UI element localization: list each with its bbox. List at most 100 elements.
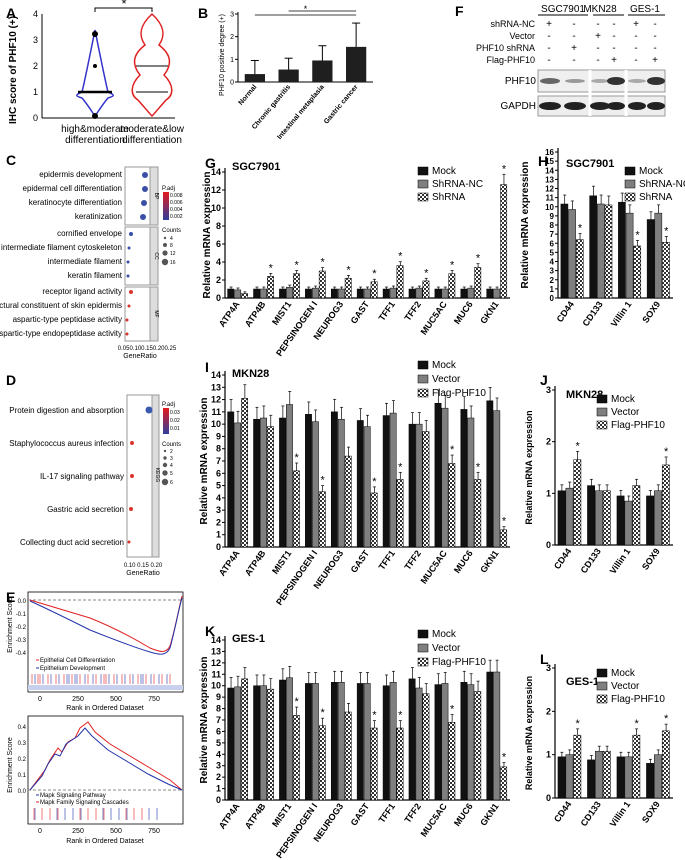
bar	[632, 485, 641, 546]
significance-star: *	[476, 253, 481, 265]
bar	[267, 426, 274, 548]
legend-swatch	[417, 374, 429, 384]
y-axis-label: Relative mRNA expression	[202, 172, 213, 299]
bar	[500, 529, 508, 548]
gsea-ylabel: Enrichment Score	[7, 597, 14, 653]
counts-tick: 12	[170, 251, 176, 257]
sig-star: *	[304, 4, 308, 14]
y-axis-label: Relative mRNA expression	[520, 162, 531, 289]
significance-star: *	[450, 259, 455, 271]
bar	[408, 423, 416, 548]
bar	[389, 412, 397, 548]
legend-swatch	[624, 166, 636, 176]
bar	[330, 682, 338, 801]
panel-letter: G	[205, 155, 216, 171]
y-tick-label: 4	[216, 493, 221, 503]
y-tick-label: 0	[230, 80, 234, 87]
kegg-term: Collecting duct acid secretion	[20, 538, 124, 547]
y-tick-label: 5	[550, 248, 555, 257]
gsea-ytick: -0.3	[16, 638, 27, 644]
bar	[260, 685, 267, 801]
y-tick-label: 2	[546, 437, 551, 447]
panel-a-ylabel: IHC score of PHF10 (+)	[8, 16, 19, 124]
gsea-xtick: 750	[148, 696, 160, 703]
y-tick-label: 4	[216, 257, 221, 267]
bar	[557, 490, 566, 546]
panel-a-ytick: 2	[33, 61, 38, 71]
bar	[415, 423, 423, 548]
gsea-curve-red	[29, 721, 183, 791]
y-tick-label: 11	[211, 669, 221, 679]
violin-blue	[76, 29, 114, 118]
gsea-xtick: 500	[110, 696, 122, 703]
gsea-ytick: 0.0	[18, 599, 27, 605]
bar	[646, 495, 654, 546]
legend-swatch	[596, 407, 608, 417]
bar	[661, 464, 670, 546]
bar	[448, 722, 456, 801]
category-label: MUC5AC	[419, 801, 450, 839]
bar	[356, 420, 364, 548]
sign-cell: +	[652, 55, 658, 66]
bar	[311, 287, 319, 299]
category-label: MUC5AC	[419, 548, 450, 586]
legend-swatch	[417, 643, 429, 653]
kegg-term: Staphylococcus aureus infection	[9, 439, 124, 448]
sign-cell: +	[611, 55, 617, 66]
y-tick-label: 2	[216, 275, 221, 285]
sign-cell: -	[612, 43, 615, 54]
legend-label: Flag-PHF10	[611, 420, 665, 431]
legend-label: ShRNA-NC	[639, 179, 685, 190]
category-label: MIST1	[270, 801, 293, 828]
significance-star: *	[502, 516, 507, 528]
row-label: Flag-PHF10	[486, 55, 535, 65]
legend-label: ShRNA	[432, 192, 466, 203]
bar	[500, 766, 508, 801]
y-tick-label: 1	[550, 285, 555, 294]
category-label: GAST	[349, 548, 372, 575]
go-term: keratinocyte differentiation	[29, 198, 122, 207]
legend-label: Mock	[611, 394, 636, 405]
bar	[382, 288, 390, 299]
bar	[646, 219, 655, 299]
bar	[267, 276, 274, 299]
go-term: aspartic-type endopeptidase activity	[0, 329, 122, 338]
bar	[363, 426, 371, 548]
go-term: structural constituent of skin epidermis	[0, 301, 122, 310]
legend-swatch	[624, 179, 636, 189]
significance-star: *	[398, 251, 403, 263]
sign-cell: -	[653, 43, 656, 54]
padj-tick: 0.01	[170, 426, 180, 432]
y-tick-label: 0	[550, 294, 555, 303]
y-tick-label: 3	[546, 663, 551, 673]
category-label: MUC6	[452, 548, 475, 575]
bar	[573, 734, 582, 799]
bar	[467, 417, 475, 548]
panel-d: D Protein digestion and absorption Staph…	[6, 372, 181, 577]
legend-label: Flag-PHF10	[432, 388, 486, 399]
bar	[279, 417, 286, 548]
category-label: TFF2	[402, 548, 423, 571]
bar	[597, 203, 605, 299]
category-label: GAST	[349, 299, 372, 326]
category-label: CD133	[579, 546, 603, 575]
y-tick-label: 2	[216, 772, 221, 782]
significance-star: *	[634, 718, 639, 730]
sign-cell: +	[633, 19, 639, 30]
counts-tick: 8	[170, 243, 173, 249]
bar	[568, 209, 576, 299]
go-dots	[125, 172, 148, 336]
gsea-ytick: 0.2	[18, 757, 27, 763]
sign-cell: -	[547, 55, 550, 66]
panel-letter: I	[205, 359, 209, 375]
gsea-top-xticks: 0 250 500 750	[38, 696, 160, 703]
legend-swatch	[596, 420, 608, 430]
bar	[279, 288, 286, 299]
y-tick-label: 1	[546, 750, 551, 760]
counts-tick: 4	[170, 463, 173, 469]
gsea-legend: Epithelial Cell Differentiation	[40, 658, 115, 664]
category-label: Villin 1	[608, 546, 633, 575]
go-xlabel: GeneRatio	[123, 353, 157, 360]
gsea-ylabel: Enrichment Score	[7, 737, 14, 793]
go-group: CC	[153, 252, 159, 260]
